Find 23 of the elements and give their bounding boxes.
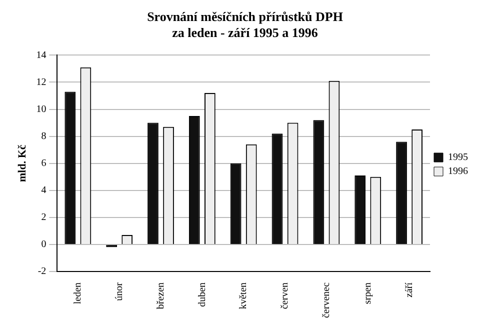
y-tick-label: 8 — [41, 130, 46, 142]
x-tick-label: duben — [196, 282, 208, 307]
x-tick-label: září — [404, 282, 415, 298]
x-tick-label: březen — [155, 282, 166, 310]
x-tick-label: květen — [238, 282, 250, 310]
y-tick-label: 12 — [36, 76, 46, 88]
legend-label: 1996 — [448, 166, 468, 178]
y-tick-label: 2 — [41, 212, 46, 224]
x-tick-label: červen — [280, 282, 291, 310]
x-tick-label: únor — [114, 282, 125, 301]
y-tick-label: 0 — [41, 239, 46, 250]
y-tick-label: 4 — [41, 185, 46, 196]
legend-label: 1995 — [448, 152, 468, 164]
y-tick-label: -2 — [38, 266, 46, 278]
y-tick-label: 6 — [41, 158, 46, 169]
y-tick-label: 10 — [36, 104, 46, 115]
text: Srovnání měsíčních přírůstků DPH — [147, 9, 343, 24]
x-tick-label: leden — [72, 282, 84, 304]
x-tick-label: srpen — [362, 282, 374, 304]
y-tick-label: 14 — [36, 50, 46, 61]
x-tick-label: červenec — [321, 282, 332, 318]
y-axis-title: mld. Kč — [16, 144, 28, 182]
text: za leden - září 1995 a 1996 — [172, 24, 318, 40]
